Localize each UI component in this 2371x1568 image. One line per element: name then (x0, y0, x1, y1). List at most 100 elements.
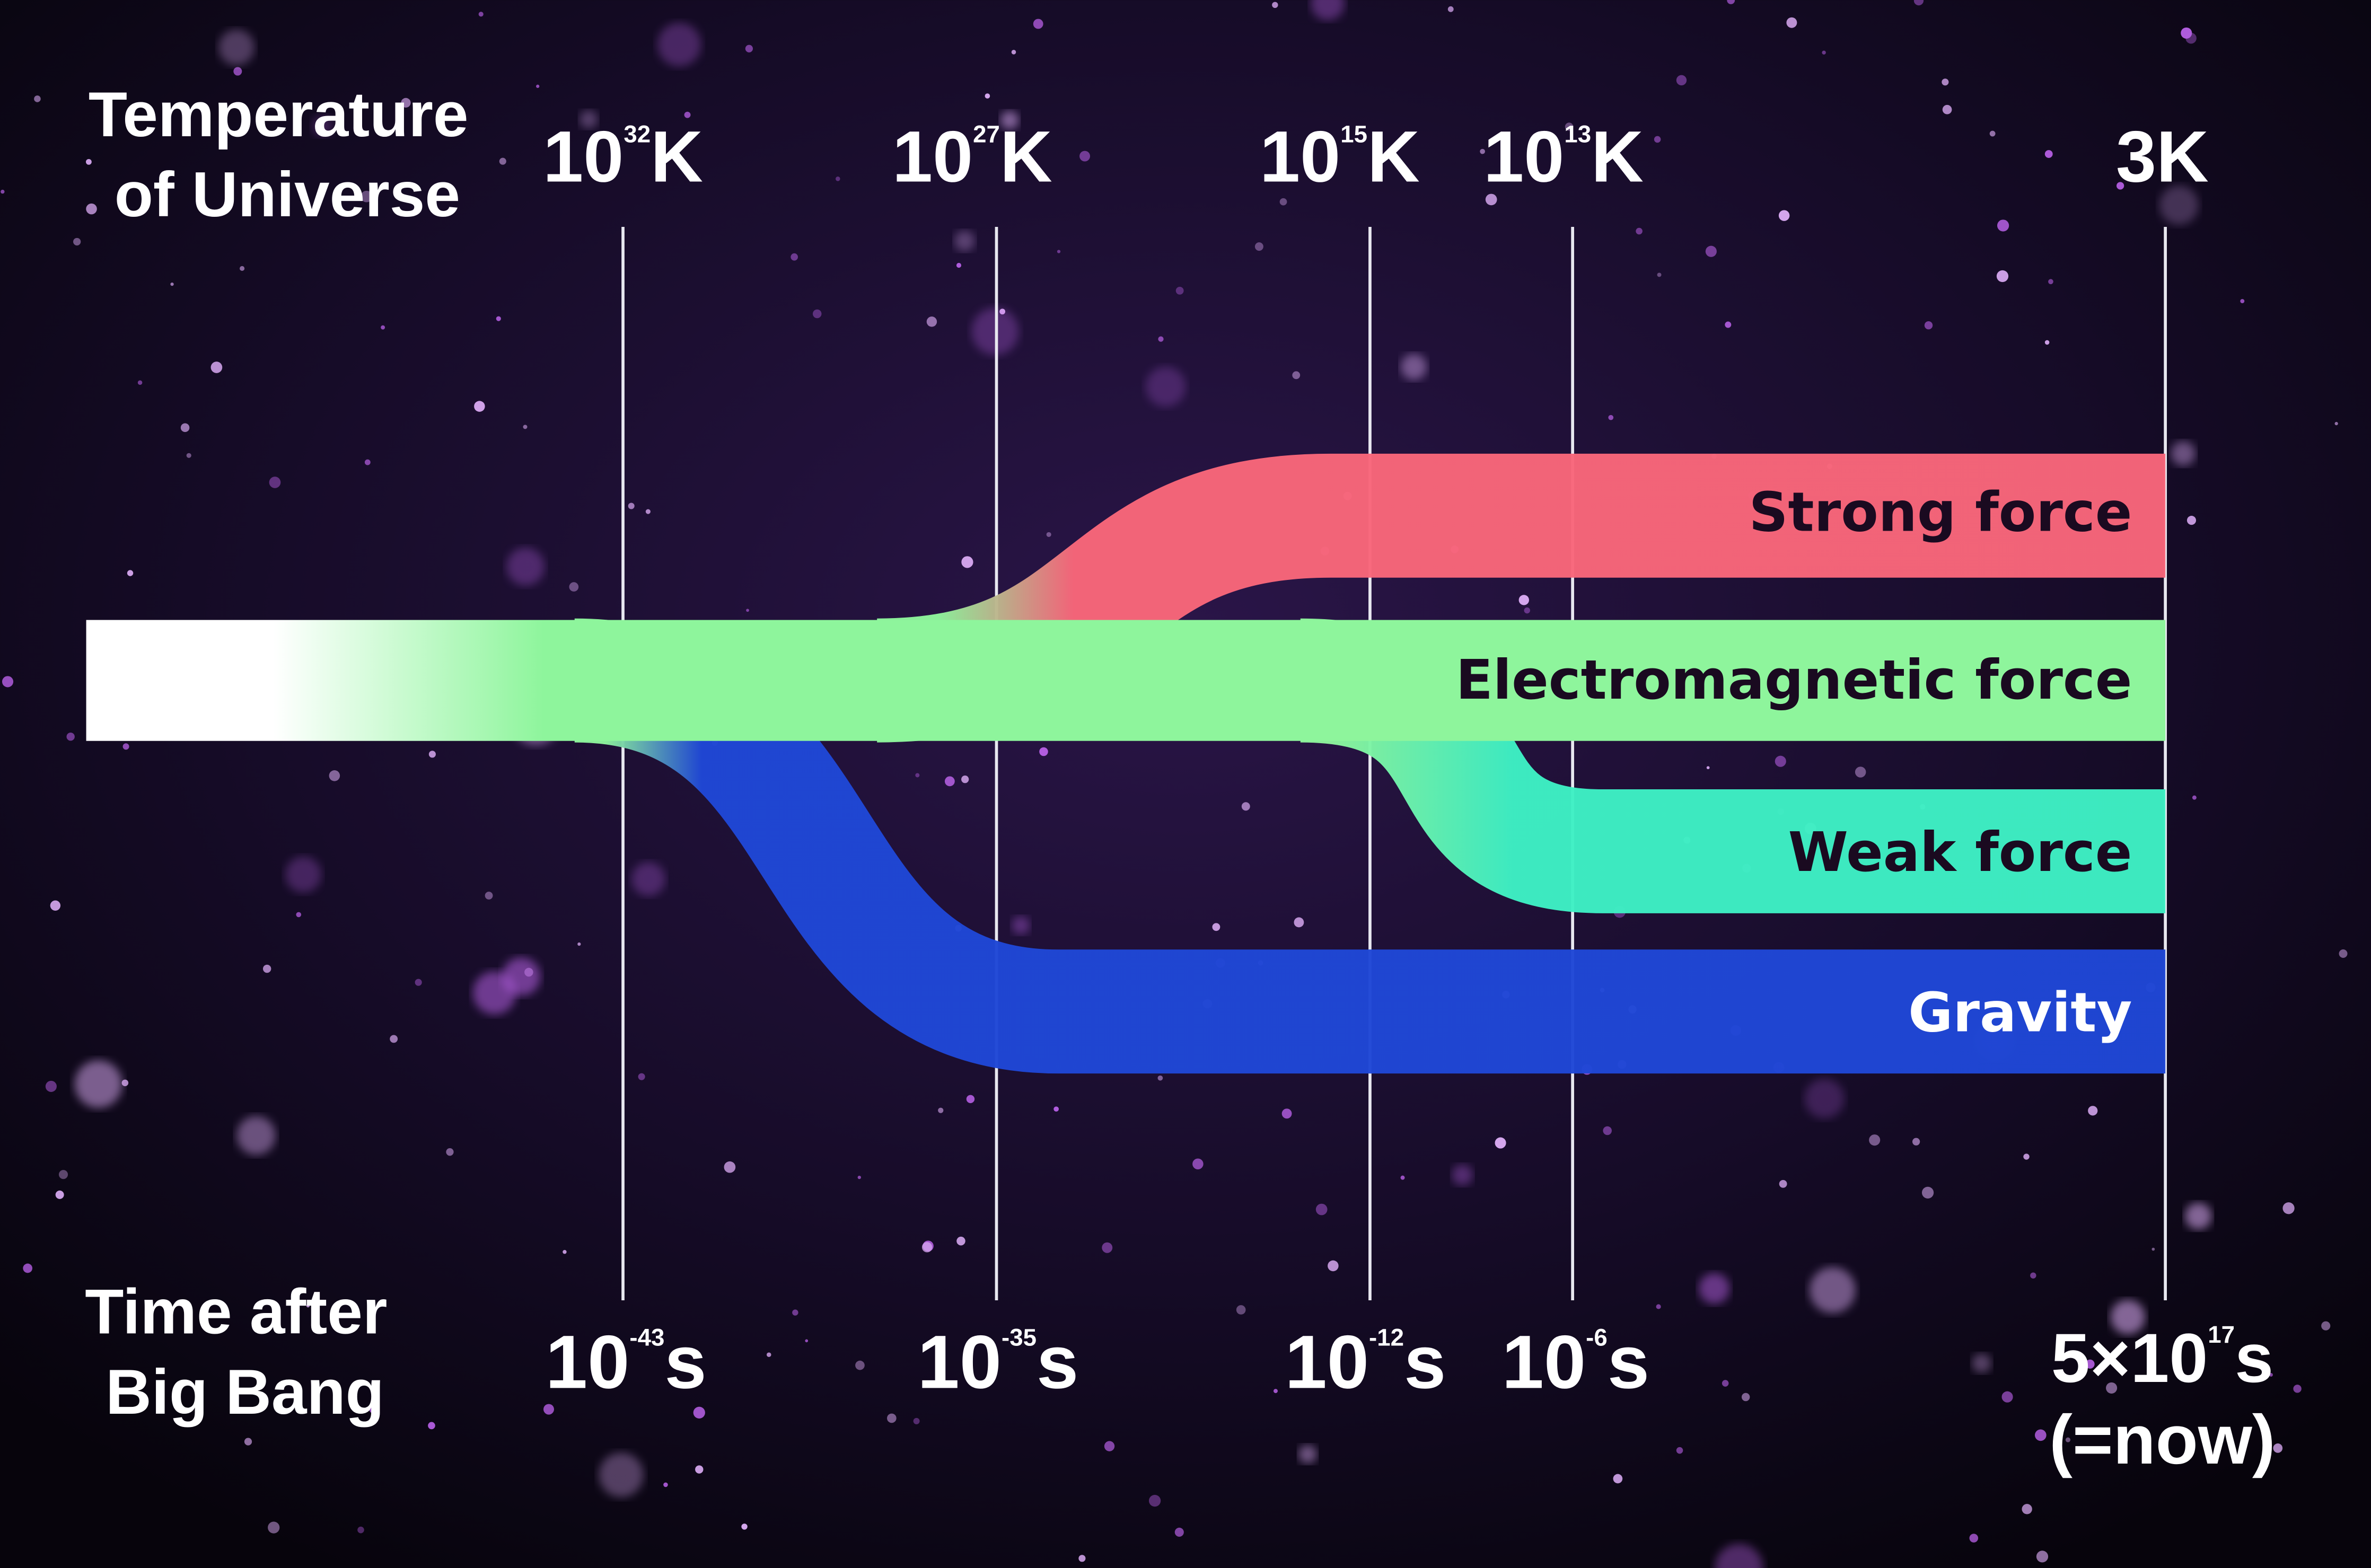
star-particle (631, 862, 665, 896)
star-particle (85, 158, 92, 165)
star-particle (381, 325, 385, 330)
star-particle (58, 1170, 68, 1179)
star-particle (2152, 1247, 2155, 1251)
star-particle (1722, 1380, 1729, 1387)
star-particle (236, 1116, 276, 1155)
star-particle (2339, 949, 2348, 958)
star-particle (2334, 421, 2338, 426)
star-particle (1997, 219, 2009, 232)
star-particle (966, 1095, 975, 1104)
star-particle (122, 743, 129, 750)
star-particle (1298, 1444, 1317, 1464)
star-particle (2022, 1504, 2032, 1514)
star-particle (170, 282, 174, 286)
star-particle (695, 1465, 704, 1474)
star-particle (791, 253, 798, 261)
star-particle (792, 1309, 798, 1316)
star-particle (956, 1236, 965, 1246)
star-particle (1715, 1544, 1763, 1568)
star-particle (1104, 1441, 1115, 1451)
star-particle (2110, 1300, 2145, 1335)
star-particle (506, 548, 545, 586)
star-particle (926, 316, 937, 327)
star-particle (218, 29, 254, 66)
star-particle (1705, 245, 1717, 257)
temperature-axis-title: Temperature of Universe (89, 80, 486, 230)
star-particle (244, 1438, 252, 1446)
star-particle (857, 1175, 861, 1179)
star-particle (2, 676, 14, 688)
star-particle (1174, 1527, 1184, 1537)
star-particle (645, 509, 651, 514)
star-particle (745, 45, 753, 52)
star-particle (724, 1161, 736, 1173)
star-particle (766, 1352, 771, 1357)
star-particle (1741, 1393, 1750, 1402)
star-particle (1157, 1075, 1163, 1081)
star-particle (45, 1080, 57, 1092)
star-particle (579, 110, 598, 129)
star-particle (944, 776, 955, 787)
star-particle (1053, 1106, 1059, 1112)
star-particle (2185, 1203, 2212, 1230)
star-particle (1279, 198, 1287, 206)
star-particle (1972, 1353, 1991, 1373)
star-particle (428, 1422, 435, 1430)
star-particle (1565, 122, 1574, 131)
time-tick: 10-43s (546, 1320, 707, 1404)
star-particle (1969, 1534, 1979, 1543)
star-particle (741, 1523, 748, 1530)
star-particle (74, 1060, 122, 1108)
star-particle (1804, 1079, 1845, 1118)
star-particle (1822, 50, 1826, 55)
star-particle (1480, 148, 1485, 154)
star-particle (361, 190, 373, 202)
star-particle (285, 856, 322, 893)
star-particle (1039, 747, 1048, 756)
star-particle (1810, 1267, 1856, 1314)
star-particle (2044, 150, 2053, 158)
star-particle (2065, 1437, 2071, 1442)
star-particle (985, 93, 990, 99)
star-particle (2036, 1551, 2049, 1563)
star-particle (1315, 1203, 1328, 1215)
star-particle (1033, 19, 1043, 29)
star-particle (2030, 1272, 2036, 1279)
star-particle (1779, 1179, 1787, 1188)
star-particle (499, 157, 506, 165)
star-particle (921, 1242, 933, 1253)
star-particle (1524, 607, 1530, 614)
star-particle (1855, 767, 1866, 778)
star-particle (2034, 1429, 2047, 1441)
star-particle (2001, 1391, 2013, 1403)
star-particle (836, 177, 840, 181)
star-particle (1869, 1134, 1881, 1146)
star-particle (1000, 111, 1019, 130)
star-particle (2023, 1153, 2030, 1160)
star-particle (657, 22, 701, 67)
star-particle (2181, 27, 2192, 39)
time-axis-title: Time after Big Bang (85, 1277, 405, 1428)
star-particle (2321, 1321, 2331, 1331)
star-particle (1046, 532, 1051, 537)
temperature-tick: 3K (2116, 116, 2209, 197)
time-tick: 10-12s (1285, 1320, 1446, 1404)
star-particle (127, 570, 134, 576)
star-particle (812, 309, 822, 319)
star-particle (262, 964, 271, 973)
star-particle (415, 979, 422, 986)
star-particle (684, 111, 691, 118)
star-particle (1676, 75, 1687, 86)
time-tick: 10-6s (1502, 1320, 1650, 1404)
star-particle (1078, 1555, 1086, 1562)
star-particle (599, 1452, 644, 1497)
star-particle (1452, 1164, 1473, 1186)
star-particle (523, 425, 528, 429)
star-particle (913, 1417, 920, 1424)
star-particle (55, 1190, 64, 1199)
star-particle (1725, 321, 1732, 328)
star-particle (401, 98, 411, 108)
star-particle (1485, 193, 1497, 206)
star-particle (137, 380, 143, 385)
